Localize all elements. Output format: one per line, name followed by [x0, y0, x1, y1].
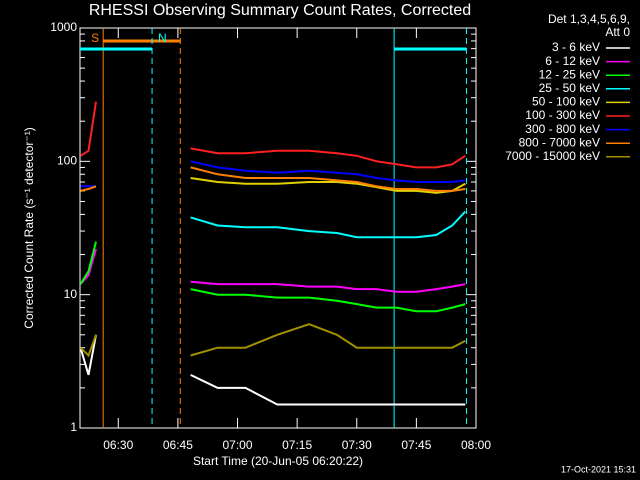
- legend-label: 800 - 7000 keV: [519, 135, 600, 149]
- legend-label: 25 - 50 keV: [539, 81, 600, 95]
- flag-label: S: [91, 31, 99, 45]
- x-tick-label: 07:00: [223, 438, 253, 452]
- series-line: [79, 241, 466, 313]
- legend-label: 6 - 12 keV: [545, 54, 600, 68]
- y-axis-label: Corrected Count Rate (s⁻¹ detector⁻¹): [22, 127, 36, 328]
- legend-label: 50 - 100 keV: [532, 95, 600, 109]
- legend-header: Att 0: [605, 25, 630, 39]
- series-line: [79, 334, 466, 406]
- series-line: [79, 323, 466, 358]
- x-tick-label: 06:30: [103, 438, 133, 452]
- legend-label: 300 - 800 keV: [525, 122, 600, 136]
- flag-label: N: [158, 31, 167, 45]
- x-tick-label: 06:45: [163, 438, 193, 452]
- plot-frame: [79, 27, 477, 429]
- chart-title: RHESSI Observing Summary Count Rates, Co…: [89, 2, 471, 19]
- legend-label: 12 - 25 keV: [539, 67, 600, 81]
- y-tick-label: 1: [70, 420, 77, 434]
- x-tick-label: 07:15: [282, 438, 312, 452]
- y-tick-label: 10: [64, 287, 78, 301]
- series-line: [80, 166, 466, 192]
- x-tick-label: 07:45: [401, 438, 431, 452]
- series-line: [190, 177, 466, 194]
- timestamp: 17-Oct-2021 15:31: [561, 464, 636, 474]
- legend-label: 7000 - 15000 keV: [505, 149, 600, 163]
- series-line: [79, 101, 466, 169]
- y-tick-label: 1000: [50, 20, 77, 34]
- x-axis-label: Start Time (20-Jun-05 06:20:22): [193, 454, 363, 468]
- legend-header: Det 1,3,4,5,6,9,: [548, 12, 630, 26]
- y-tick-label: 100: [57, 154, 77, 168]
- x-tick-label: 07:30: [342, 438, 372, 452]
- series-line: [190, 210, 467, 239]
- x-tick-label: 08:00: [461, 438, 491, 452]
- legend-label: 100 - 300 keV: [525, 108, 600, 122]
- legend-label: 3 - 6 keV: [552, 40, 600, 54]
